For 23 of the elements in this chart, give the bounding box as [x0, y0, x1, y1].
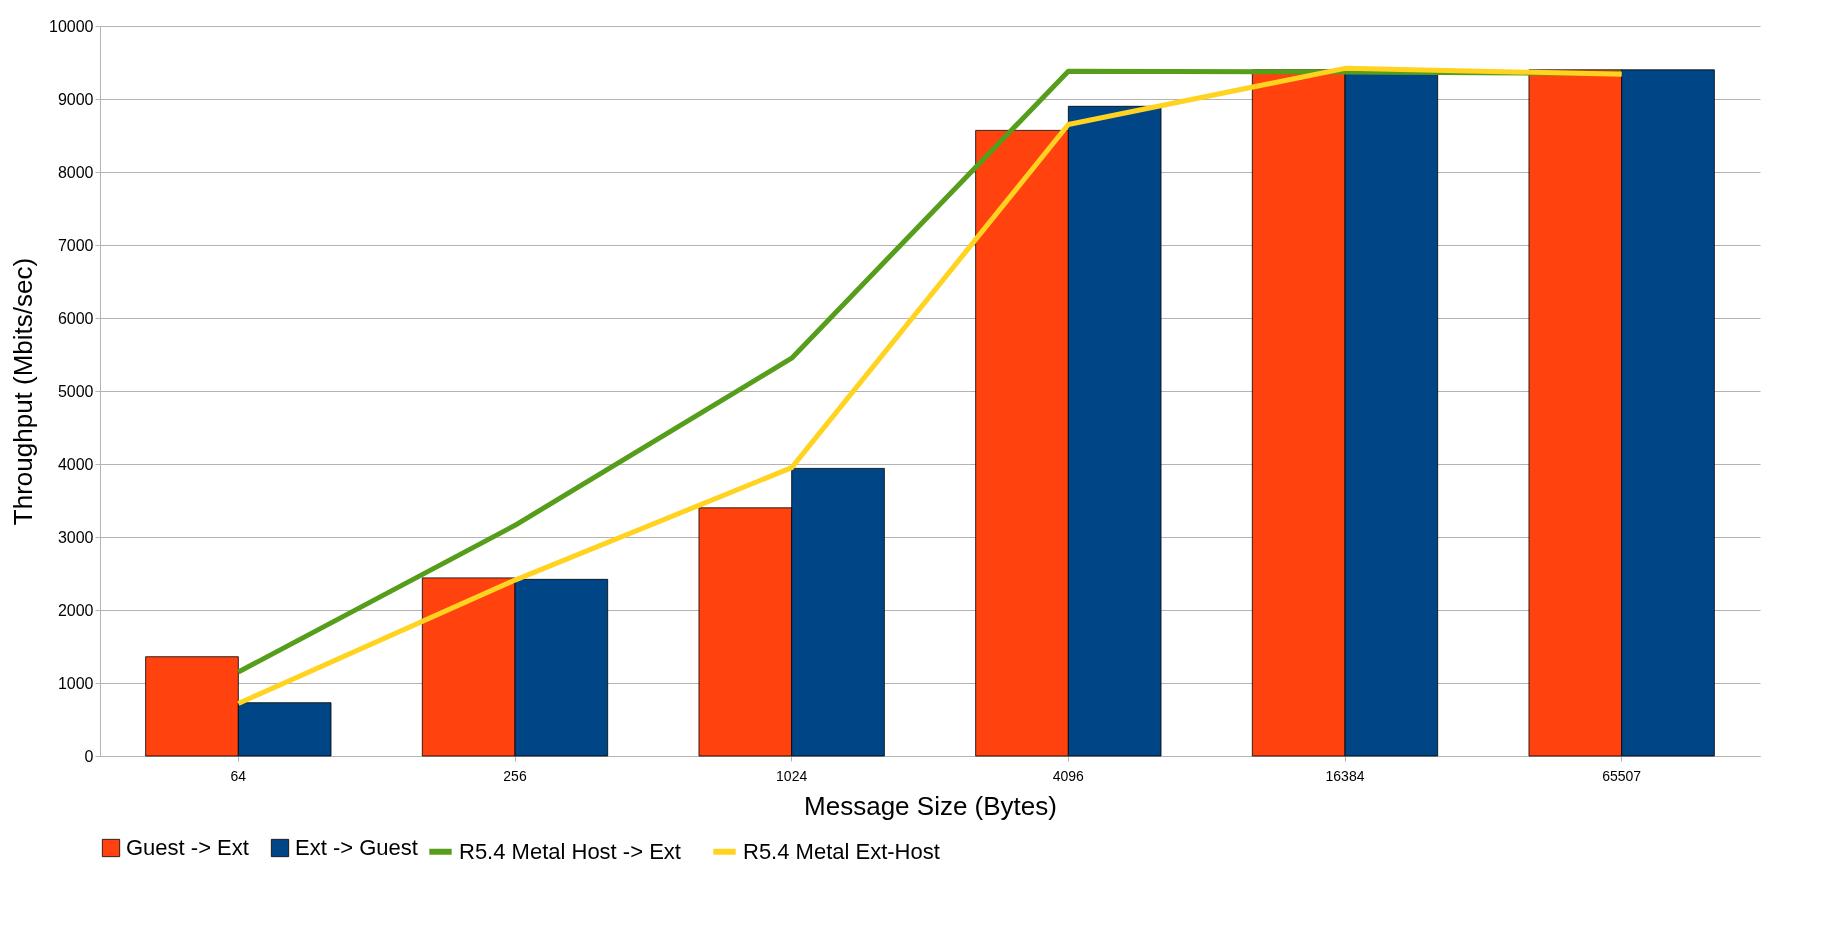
y-tick-label: 9000 — [57, 90, 94, 108]
x-tick-label: 4096 — [1052, 767, 1085, 784]
y-tick-label: 2000 — [57, 601, 94, 619]
x-tick-label: 1024 — [776, 767, 808, 784]
y-axis-title: Throughput (Mbits/sec) — [8, 257, 39, 526]
y-tick-label: 10000 — [49, 17, 94, 35]
legend-label: Guest -> Ext — [126, 835, 249, 860]
x-tick-label: 256 — [503, 767, 527, 784]
y-tick-label: 8000 — [57, 163, 94, 181]
y-tick-label: 3000 — [57, 528, 94, 546]
x-axis-title: Message Size (Bytes) — [804, 790, 1057, 821]
legend-label: R5.4 Metal Ext-Host — [743, 838, 940, 864]
y-tick-label: 6000 — [57, 309, 94, 327]
x-tick-label: 16384 — [1325, 767, 1365, 784]
y-tick-label: 4000 — [57, 455, 94, 473]
legend-label: R5.4 Metal Host -> Ext — [459, 838, 681, 864]
x-tick-label: 64 — [230, 767, 247, 784]
legend-label: Ext -> Guest — [295, 835, 418, 860]
y-tick-label: 0 — [84, 747, 94, 765]
y-tick-label: 5000 — [57, 382, 94, 400]
y-tick-label: 7000 — [57, 236, 94, 254]
x-tick-label: 65507 — [1602, 767, 1642, 784]
y-tick-label: 1000 — [57, 674, 94, 692]
